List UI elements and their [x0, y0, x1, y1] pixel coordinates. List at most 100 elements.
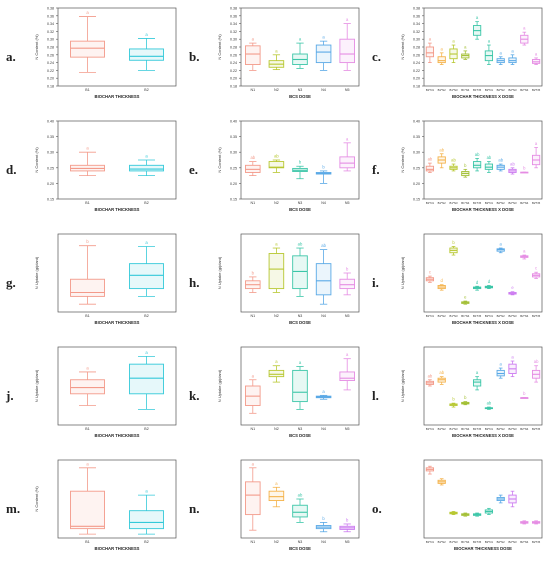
- box-body: [268, 253, 285, 290]
- x-tick-label: B1*N2: [438, 314, 447, 318]
- significance-letter: ab: [451, 158, 456, 163]
- box-body: [129, 510, 164, 530]
- y-tick-label: 0.18: [47, 85, 54, 89]
- x-tick-label: B2*N4: [520, 314, 529, 318]
- x-tick-label: B1: [85, 540, 89, 544]
- box-b1-n1: a: [425, 37, 435, 63]
- x-tick-label: N4: [321, 427, 326, 431]
- box-b2-n5: a: [531, 141, 541, 169]
- box-body: [70, 490, 105, 530]
- box-n1: ab: [245, 155, 261, 176]
- x-axis-label: BIOCHAR THICKNESS: [95, 94, 140, 99]
- box-b2-n5: a: [531, 51, 541, 65]
- box-body: [472, 379, 482, 387]
- box-n3: a: [292, 360, 308, 410]
- y-tick-label: 0.38: [47, 7, 54, 11]
- x-tick-label: B1*N1: [426, 314, 435, 318]
- y-axis-label: N Content (%): [34, 34, 39, 60]
- box-body: [129, 363, 164, 395]
- y-tick-label: 0.20: [413, 182, 420, 186]
- significance-letter: d: [476, 280, 479, 285]
- y-tick-label: 0.22: [47, 69, 54, 73]
- box-body: [292, 369, 308, 403]
- box-b1-n3: a: [449, 39, 458, 63]
- significance-letter: e: [511, 285, 514, 290]
- x-tick-label: B2*N4: [520, 88, 529, 92]
- significance-letter: a: [476, 370, 479, 375]
- panel-letter: n.: [189, 500, 200, 516]
- significance-letter: b: [523, 166, 526, 171]
- significance-letter: b: [322, 164, 325, 169]
- significance-letter: a: [145, 32, 148, 37]
- significance-letter: b: [346, 517, 349, 522]
- x-tick-label: N4: [321, 201, 326, 205]
- significance-letter: ab: [487, 401, 492, 406]
- y-axis-label: N Content (%): [34, 147, 39, 173]
- box-n5: a: [339, 352, 355, 391]
- significance-letter: a: [145, 350, 148, 355]
- x-tick-label: B2*N5: [532, 88, 541, 92]
- box-b1-n2: [437, 478, 446, 486]
- x-tick-label: B2*N5: [532, 540, 541, 544]
- x-tick-label: B1*N4: [461, 540, 470, 544]
- significance-letter: a: [511, 355, 514, 360]
- significance-letter: c: [535, 266, 537, 271]
- plot-frame: [57, 346, 177, 426]
- y-tick-label: 0.30: [47, 151, 54, 155]
- significance-letter: ab: [321, 243, 326, 248]
- y-tick-label: 0.28: [230, 46, 237, 50]
- x-tick-label: B2: [144, 540, 148, 544]
- x-tick-label: B2*N3: [508, 88, 517, 92]
- box-n3: ab: [292, 242, 308, 297]
- box-n4: a: [315, 389, 332, 400]
- panel-chart: N Uptake (g/plant) BIOCHAR THICKNESS X DO…: [400, 233, 543, 325]
- y-tick-label: 0.38: [413, 7, 420, 11]
- y-tick-label: 0.24: [230, 61, 237, 65]
- panel-letter: c.: [372, 48, 382, 64]
- box-n1: a: [245, 373, 261, 414]
- plot-frame: [423, 120, 543, 200]
- significance-letter: b: [452, 240, 455, 245]
- y-axis-label: N Content (%): [400, 147, 405, 173]
- box-b1-n3: b: [449, 397, 458, 408]
- panel-letter: k.: [189, 387, 200, 403]
- box-n4: b: [315, 516, 332, 533]
- panel-letter: f.: [372, 161, 380, 177]
- x-tick-label: B2*N1: [485, 540, 494, 544]
- y-tick-label: 0.28: [47, 46, 54, 50]
- x-tick-label: N5: [345, 201, 350, 205]
- x-tick-label: B2*N5: [532, 314, 541, 318]
- y-tick-label: 0.35: [47, 135, 54, 139]
- y-tick-label: 0.32: [413, 30, 420, 34]
- x-tick-label: N5: [345, 88, 350, 92]
- x-tick-label: B1: [85, 88, 89, 92]
- box-b2-n1: ab: [484, 155, 494, 173]
- y-tick-label: 0.20: [413, 77, 420, 81]
- x-tick-label: B1*N5: [473, 314, 482, 318]
- x-tick-label: B2*N2: [497, 427, 506, 431]
- y-tick-label: 0.20: [230, 182, 237, 186]
- y-tick-label: 0.18: [413, 85, 420, 89]
- y-axis-label: N Uptake (g/plant): [400, 369, 405, 402]
- significance-letter: a: [145, 240, 148, 245]
- significance-letter: e: [464, 295, 467, 300]
- plot-frame: [240, 233, 360, 313]
- significance-letter: a: [86, 461, 89, 466]
- y-tick-label: 0.36: [413, 14, 420, 18]
- box-body: [315, 44, 332, 64]
- significance-letter: a: [429, 37, 432, 42]
- significance-letter: a: [346, 136, 349, 141]
- significance-letter: a: [500, 50, 503, 55]
- significance-letter: a: [500, 242, 503, 247]
- x-tick-label: B1*N3: [449, 427, 458, 431]
- x-tick-label: N2: [274, 88, 279, 92]
- x-tick-label: B1: [85, 314, 89, 318]
- box-b1-n5: a: [472, 15, 482, 40]
- significance-letter: ab: [510, 161, 515, 166]
- x-tick-label: N2: [274, 540, 279, 544]
- panel-letter: g.: [6, 274, 16, 290]
- box-body: [437, 56, 446, 64]
- box-n5: b: [339, 267, 355, 296]
- box-b2-n4: b: [520, 166, 529, 174]
